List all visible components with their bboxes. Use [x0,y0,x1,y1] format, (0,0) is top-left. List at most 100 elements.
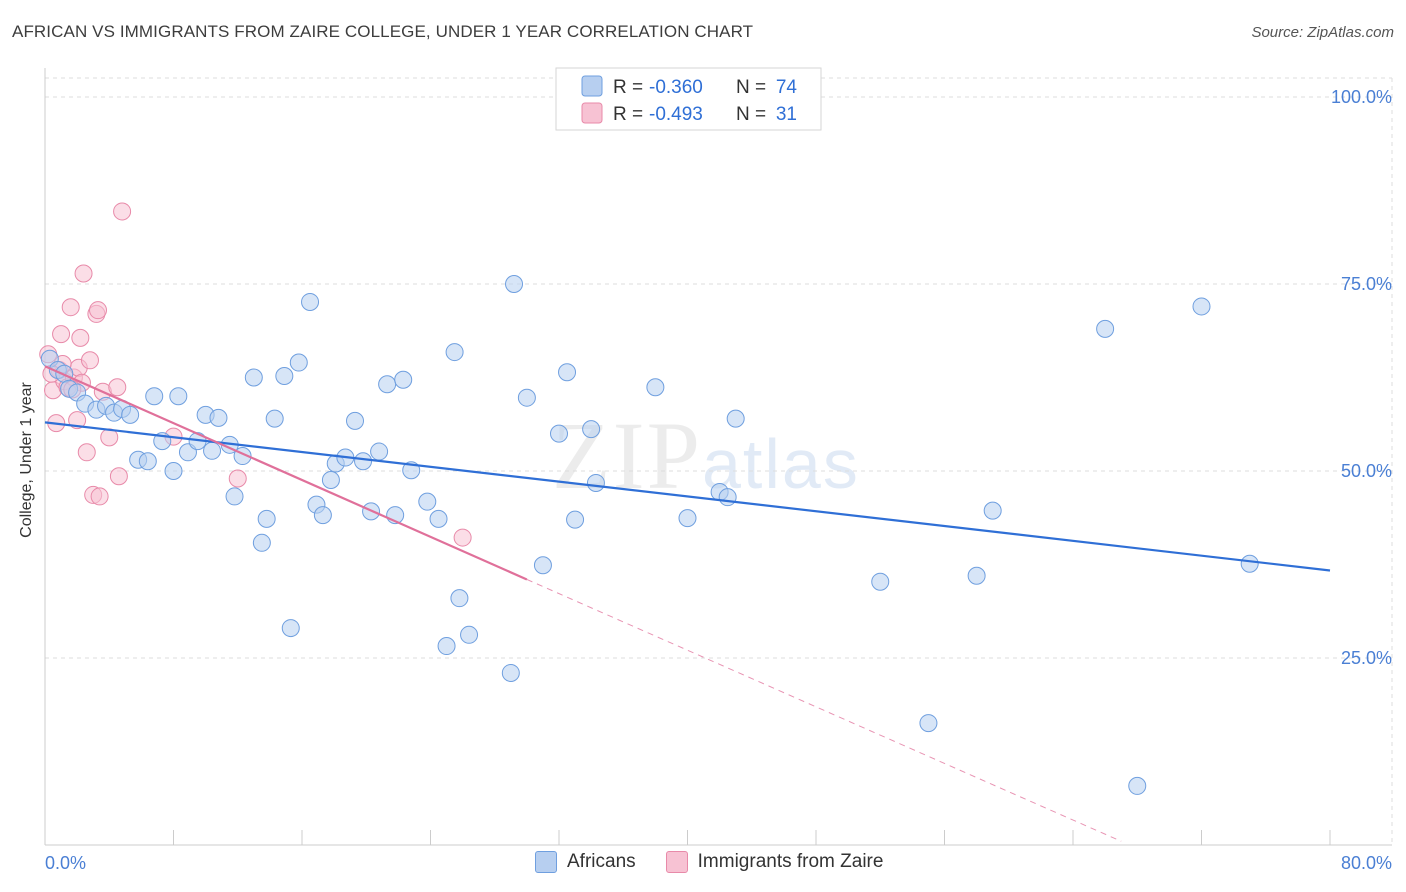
africans-point [225,487,244,506]
africans-point [138,452,157,471]
africans-point [726,409,745,428]
y-tick-label: 50.0% [1341,461,1392,481]
africans-point [501,663,520,682]
legend-r-value: -0.360 [649,77,703,98]
watermark: ZIPatlas [552,400,860,511]
africans-point [566,510,585,529]
zaire-point [108,378,127,397]
africans-point [145,387,164,406]
africans-point [967,566,986,585]
africans-point [550,424,568,443]
source-label: Source: ZipAtlas.com [1251,24,1394,41]
zaire-point [90,487,109,506]
africans-point [582,420,601,439]
watermark-zip: ZIP [552,402,702,509]
y-tick-label: 75.0% [1341,274,1392,294]
africans-point [517,388,536,407]
zaire-point [109,467,128,486]
africans-point [164,462,183,480]
zaire-point [453,528,472,547]
zaire-point [89,301,108,320]
zaire-point [80,351,99,370]
africans-points [40,275,1259,795]
legend-swatch [581,102,603,124]
zaire-point [228,469,247,488]
africans-point [203,441,222,460]
africans-point [983,501,1002,520]
africans-point [121,405,140,424]
africans-point [871,572,890,591]
africans-point [257,509,276,528]
africans-point [450,589,469,608]
africans-point [1240,554,1259,573]
zaire-point [61,298,80,317]
legend-item-africans[interactable]: Africans [535,851,636,873]
legend-n-label: N = [736,77,766,98]
tick-labels: 100.0% 75.0% 50.0% 25.0% 0.0% 80.0% [45,87,1392,873]
africans-point [678,509,697,528]
legend-r-value: -0.493 [649,104,703,125]
zaire-point [74,264,93,283]
africans-point [1096,319,1115,338]
africans-point [586,473,605,492]
africans-point [445,343,464,362]
legend-label-africans: Africans [567,851,636,872]
zaire-point [68,411,87,430]
africans-point [169,387,188,406]
africans-point [505,275,524,293]
africans-point [321,470,340,489]
africans-point [533,556,552,575]
legend-r-label: R = [613,77,643,98]
africans-point [209,408,228,427]
africans-point [429,509,448,528]
africans-point [313,506,332,525]
africans-point [346,411,365,430]
y-tick-label: 100.0% [1331,87,1392,107]
legend-label-zaire: Immigrants from Zaire [697,851,884,872]
legend-item-zaire[interactable]: Immigrants from Zaire [665,851,884,873]
africans-trend-line [44,421,1331,572]
africans-point [1128,776,1147,795]
africans-swatch [535,851,557,873]
zaire-point [71,328,90,347]
africans-point [418,492,437,511]
africans-point [265,409,284,428]
x-tick-label-start: 0.0% [45,853,86,873]
africans-point [919,714,938,733]
chart-title: AFRICAN VS IMMIGRANTS FROM ZAIRE COLLEGE… [12,22,754,41]
africans-point [252,533,271,552]
y-axis-label: College, Under 1 year [18,382,35,538]
x-tick-label-end: 80.0% [1341,853,1392,873]
bottom-legend: Africans Immigrants from Zaire [535,851,913,873]
africans-point [275,367,294,386]
zaire-point [113,202,132,221]
africans-point [378,375,397,394]
legend-n-value: 74 [776,77,798,98]
correlation-legend: R = -0.360 N = 74 R = -0.493 N = 31 [555,67,822,131]
africans-point [718,488,737,507]
zaire-trend-line [44,365,528,581]
legend-n-label: N = [736,104,766,125]
legend-swatch [581,75,603,97]
africans-point [289,353,308,372]
africans-point [1192,297,1211,316]
africans-point [281,619,300,638]
y-tick-label: 25.0% [1341,648,1392,668]
trend-layer [44,365,1331,842]
africans-point [460,625,479,644]
africans-point [301,292,320,311]
zaire-point [52,325,71,344]
legend-n-value: 31 [776,104,797,125]
zaire-trend-extension [526,579,1122,842]
africans-point [646,378,665,397]
zaire-point [77,443,96,462]
africans-point [244,368,263,387]
axis-layer [44,68,1392,846]
africans-point [394,370,413,389]
zaire-swatch [665,851,688,873]
africans-point [354,452,373,471]
africans-point [558,363,577,382]
africans-point [437,637,456,656]
africans-point [370,442,389,461]
